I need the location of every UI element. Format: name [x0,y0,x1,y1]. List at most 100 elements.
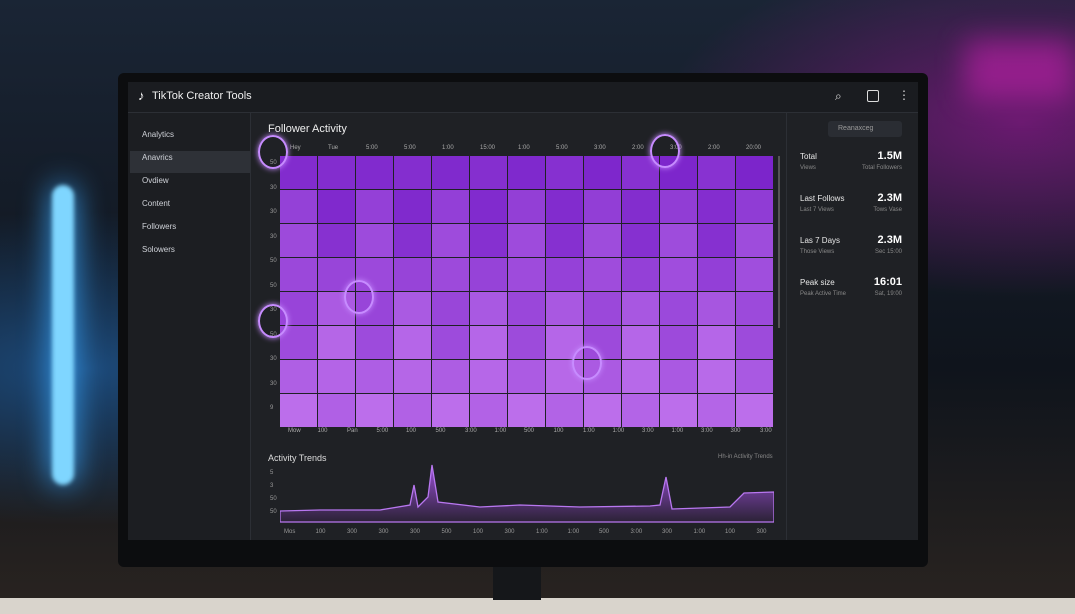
heatmap-cell [432,326,469,359]
nav-item[interactable]: Anavrics [142,153,173,162]
heatmap-cell [280,394,317,427]
notifications-icon[interactable] [867,90,879,102]
bottom-label: 3:00 [701,428,713,434]
highlight-ring [258,304,288,338]
trend-x-label: Mos [284,529,296,535]
heatmap-cell [546,394,583,427]
highlight-ring [344,280,374,314]
heatmap-cell [660,292,697,325]
heatmap-cell [622,258,659,291]
stat-value: 2.3M [877,234,902,246]
heatmap-cell [736,326,773,359]
trends-title: Activity Trends [268,453,327,463]
heatmap-cell [660,224,697,257]
heatmap-cell [432,292,469,325]
heatmap-cell [432,394,469,427]
nav-item[interactable]: Content [142,199,171,208]
heatmap-cell [736,394,773,427]
stat-label: Last Follows [800,194,845,203]
column-label: 1:00 [442,145,454,151]
heatmap-cell [318,360,355,393]
trend-y-label: 3 [270,483,274,489]
heatmap-cell [622,190,659,223]
heatmap-cell [394,190,431,223]
heatmap-cell [584,190,621,223]
menu-icon[interactable]: ⋮ [898,88,910,102]
heatmap-cell [280,258,317,291]
search-icon[interactable]: ⌕ [835,89,842,103]
bottom-label: 1:00 [583,428,595,434]
bottom-label: 100 [553,428,564,434]
heatmap-cell [356,360,393,393]
heatmap-cell [546,190,583,223]
trend-x-label: 300 [662,529,673,535]
bottom-label: Mow [288,428,301,434]
heatmap-cell [698,394,735,427]
row-label: 50 [270,282,277,289]
nav-item[interactable]: Followers [142,222,177,231]
heatmap-cell [432,360,469,393]
column-label: 2:00 [632,145,644,151]
heatmap-cell [280,224,317,257]
trend-y-label: 5 [270,470,274,476]
trend-x-label: 1:00 [693,529,706,535]
row-label: 9 [270,405,274,411]
trend-y-label: 50 [270,509,277,515]
heatmap-cell [698,190,735,223]
bottom-label: 3:00 [760,428,772,434]
highlight-ring [258,135,288,169]
heatmap-cell [280,156,317,189]
bottom-label: 3:00 [642,428,654,434]
heatmap-cell [736,190,773,223]
trend-x-label: 1:00 [536,529,548,535]
heatmap-cell [736,156,773,189]
heatmap-cell [508,292,545,325]
trend-x-label: 300 [378,529,389,535]
heatmap-cell [318,224,355,257]
row-label: 30 [270,356,277,362]
heatmap-cell [584,394,621,427]
row-label: 30 [270,233,277,240]
heatmap-cell [736,258,773,291]
heatmap-cell [394,224,431,257]
heatmap-cell [660,326,697,359]
heatmap-cell [584,258,621,291]
column-label: Hey [290,145,301,151]
heatmap-cell [622,394,659,427]
heatmap-cell [508,326,545,359]
bottom-label: 5:00 [376,428,389,434]
divider [786,113,787,540]
app-title: TikTok Creator Tools [152,90,252,102]
trend-x-label: 3:00 [630,529,643,535]
heatmap-cell [622,292,659,325]
stat-sub: Last 7 Views [800,207,834,213]
heatmap-cell [546,156,583,189]
heatmap-cell [470,326,507,359]
nav-item[interactable]: Analytics [142,130,175,139]
stat-value: 1.5M [877,150,902,162]
heatmap-cell [318,326,355,359]
trend-x-label: 300 [410,529,421,535]
heatmap-cell [736,360,773,393]
heatmap-cell [546,292,583,325]
row-label: 30 [270,184,277,191]
trend-x-label: 100 [473,529,484,535]
logo-icon: ♪ [138,88,145,103]
nav-item[interactable]: Solowers [142,245,175,254]
heatmap-cell [698,360,735,393]
heatmap-cell [660,360,697,393]
desk [0,598,1075,614]
bottom-label: 100 [406,428,417,434]
bottom-label: 1:00 [494,428,507,434]
trend-chart [280,464,774,523]
heatmap-cell [432,190,469,223]
search-box[interactable] [828,121,902,137]
nav-item[interactable]: Ovdiew [142,176,169,185]
row-label: 50 [270,258,277,264]
column-label: Tue [328,145,339,151]
heatmap-cell [470,394,507,427]
heatmap-cell [622,360,659,393]
stat-sub: Total Followers [861,165,902,171]
row-label: 30 [270,209,277,215]
